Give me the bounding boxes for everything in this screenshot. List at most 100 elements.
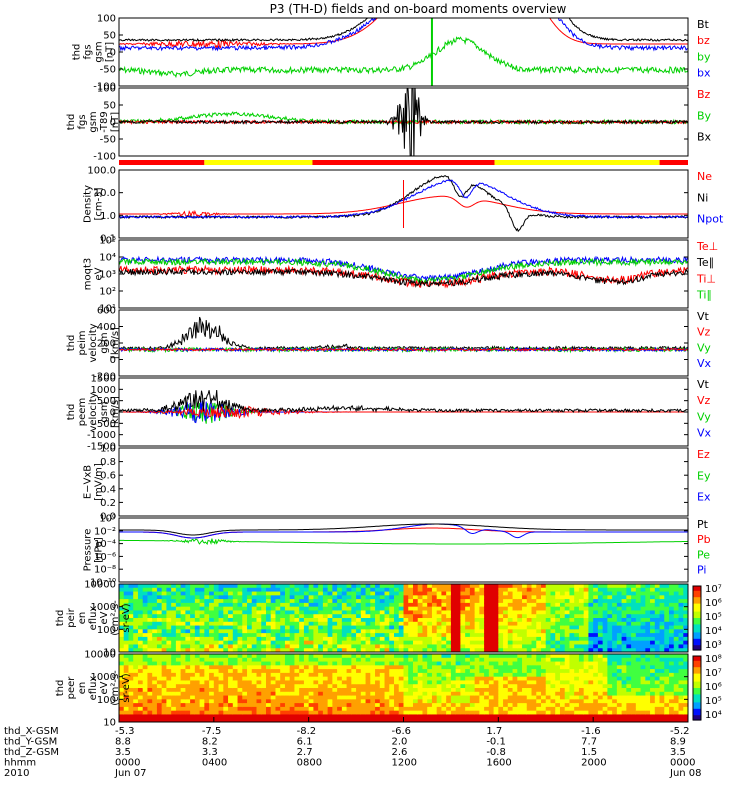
spectrogram-cell [626, 648, 632, 652]
spectrogram-cell [133, 657, 139, 663]
panel-9: thdpeirenefluxeV(cm²-s-sr-eV)10000100010… [55, 580, 722, 659]
spectrogram-cell [356, 703, 362, 708]
spectrogram-cell [422, 602, 428, 608]
spectrogram-cell [626, 625, 632, 630]
spectrogram-cell [526, 648, 533, 652]
spectrogram-cell [171, 691, 177, 697]
spectrogram-cell [479, 688, 485, 693]
legend-entry-bx: Bx [697, 131, 712, 144]
spectrogram-cell [446, 636, 452, 642]
spectrogram-cell [209, 665, 215, 670]
spectrogram-cell [337, 621, 343, 627]
spectrogram-cell [142, 691, 149, 697]
spectrogram-cell [327, 706, 333, 712]
spectrogram-cell [256, 654, 262, 659]
spectrogram-cell [128, 691, 134, 697]
spectrogram-cell [559, 672, 566, 678]
spectrogram-cell [635, 644, 642, 649]
spectrogram-cell [394, 654, 400, 659]
spectrogram-cell [474, 625, 480, 630]
spectrogram-cell [678, 640, 684, 646]
spectrogram-cell [427, 714, 433, 719]
spectrogram-cell [303, 595, 310, 600]
spectrogram-cell [498, 654, 504, 659]
spectrogram-cell [427, 614, 433, 619]
spectrogram-cell [389, 669, 395, 674]
spectrogram-cell [484, 644, 490, 649]
spectrogram-cell [503, 595, 509, 600]
spectrogram-cell [156, 710, 163, 716]
spectrogram-cell [228, 587, 234, 593]
spectrogram-cell [673, 587, 680, 593]
spectrogram-cell [384, 654, 390, 659]
spectrogram-cell [488, 610, 495, 615]
spectrogram-cell [650, 714, 656, 719]
spectrogram-cell [403, 614, 409, 619]
spectrogram-cell [531, 606, 537, 612]
spectrogram-cell [237, 602, 243, 608]
spectrogram-cell [137, 591, 144, 596]
spectrogram-cell [356, 714, 362, 719]
spectrogram-cell [332, 703, 338, 708]
colorbar-cell [693, 626, 701, 629]
spectrogram-cell [194, 680, 201, 685]
spectrogram-cell [166, 706, 172, 712]
spectrogram-cell [645, 591, 651, 596]
spectrogram-cell [664, 610, 670, 615]
spectrogram-cell [185, 629, 191, 634]
spectrogram-cell [436, 665, 443, 670]
spectrogram-cell [346, 680, 352, 685]
spectrogram-cell [318, 699, 324, 704]
spectrogram-cell [578, 699, 585, 704]
spectrogram-cell [237, 714, 243, 719]
spectrogram-cell [303, 699, 310, 704]
spectrogram-cell [119, 591, 125, 596]
spectrogram-cell [394, 669, 400, 674]
spectrogram-cell [128, 618, 134, 623]
spectrogram-cell [441, 657, 447, 663]
series-by [119, 36, 688, 79]
spectrogram-cell [488, 587, 495, 593]
spectrogram-cell [128, 688, 134, 693]
spectrogram-cell [574, 684, 580, 689]
spectrogram-cell [351, 657, 357, 663]
spectrogram-cell [616, 610, 623, 615]
panel-frame [118, 377, 689, 447]
spectrogram-cell [631, 587, 637, 593]
spectrogram-cell [218, 629, 224, 634]
spectrogram-cell [650, 602, 656, 608]
spectrogram-cell [564, 644, 571, 649]
spectrogram-cell [123, 661, 130, 666]
colorbar-label: 10⁶ [705, 682, 722, 693]
spectrogram-cell [213, 644, 220, 649]
spectrogram-cell [465, 703, 471, 708]
spectrogram-cell [550, 602, 556, 608]
spectrogram-cell [417, 703, 424, 708]
spectrogram-cell [270, 587, 277, 593]
spectrogram-cell [484, 595, 490, 600]
spectrogram-cell [133, 680, 139, 685]
spectrogram-cell [308, 688, 315, 693]
spectrogram-cell [275, 699, 281, 704]
spectrogram-cell [394, 602, 400, 608]
spectrogram-cell [517, 606, 523, 612]
spectrogram-cell [536, 676, 542, 682]
spectrogram-cell [180, 648, 186, 652]
spectrogram-cell [578, 614, 585, 619]
y-tick-label: 50 [103, 101, 116, 112]
spectrogram-cell [280, 648, 286, 652]
spectrogram-cell [384, 703, 390, 708]
spectrogram-cell [332, 621, 338, 627]
spectrogram-cell [517, 661, 523, 666]
spectrogram-cell [261, 606, 267, 612]
spectrogram-cell [133, 688, 139, 693]
spectrogram-cell [412, 710, 419, 716]
spectrogram-cell [460, 672, 466, 678]
spectrogram-cell [156, 680, 163, 685]
spectrogram-cell [185, 595, 191, 600]
spectrogram-cell [394, 684, 400, 689]
spectrogram-cell [175, 676, 182, 682]
spectrogram-cell [593, 680, 599, 685]
y-tick-label: 500 [97, 396, 116, 407]
spectrogram-cell [303, 606, 310, 612]
